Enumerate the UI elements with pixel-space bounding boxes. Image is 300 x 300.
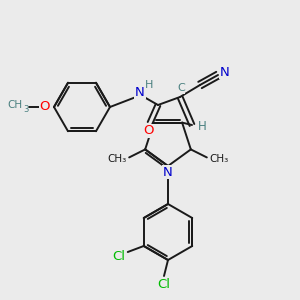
Text: N: N — [135, 85, 145, 98]
Text: Cl: Cl — [158, 278, 170, 292]
Text: C: C — [177, 83, 185, 93]
Text: H: H — [145, 80, 153, 90]
Text: N: N — [220, 65, 230, 79]
Text: CH: CH — [8, 100, 23, 110]
Text: 3: 3 — [23, 106, 28, 115]
Text: O: O — [144, 124, 154, 137]
Text: O: O — [40, 100, 50, 113]
Text: Cl: Cl — [112, 250, 125, 263]
Text: CH₃: CH₃ — [107, 154, 127, 164]
Text: CH₃: CH₃ — [209, 154, 229, 164]
Text: N: N — [163, 166, 173, 178]
Text: H: H — [198, 121, 206, 134]
